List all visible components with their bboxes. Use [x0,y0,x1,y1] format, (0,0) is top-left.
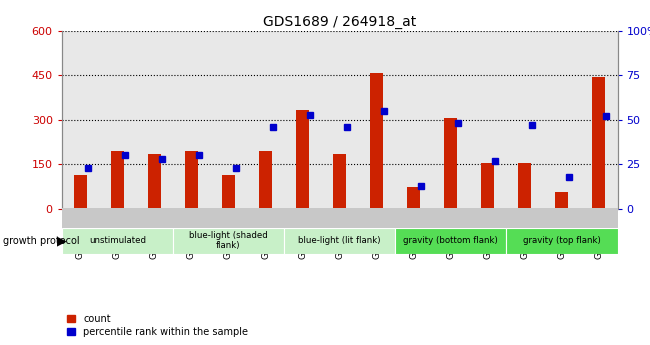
Text: unstimulated: unstimulated [89,236,146,245]
Bar [333,154,346,209]
Bar [593,77,605,209]
Bar [222,175,235,209]
Bar [482,163,494,209]
Bar [519,163,531,209]
Bar [148,154,161,209]
Text: blue-light (lit flank): blue-light (lit flank) [298,236,381,245]
Title: GDS1689 / 264918_at: GDS1689 / 264918_at [263,14,416,29]
Text: blue-light (shaded
flank): blue-light (shaded flank) [189,231,268,250]
Bar [185,151,198,209]
Bar [111,151,124,209]
Bar [395,228,506,254]
Bar [408,187,420,209]
Bar [284,228,395,254]
Text: gravity (top flank): gravity (top flank) [523,236,601,245]
Bar [296,109,309,209]
Bar [445,118,457,209]
Text: growth protocol: growth protocol [3,236,80,246]
Text: gravity (bottom flank): gravity (bottom flank) [404,236,498,245]
Bar [370,72,383,209]
Legend: count, percentile rank within the sample: count, percentile rank within the sample [66,314,248,337]
Text: ▶: ▶ [57,234,67,247]
Bar [506,228,618,254]
Bar [62,228,173,254]
Bar [259,151,272,209]
Bar [74,175,86,209]
Bar [556,193,568,209]
Bar [173,228,284,254]
